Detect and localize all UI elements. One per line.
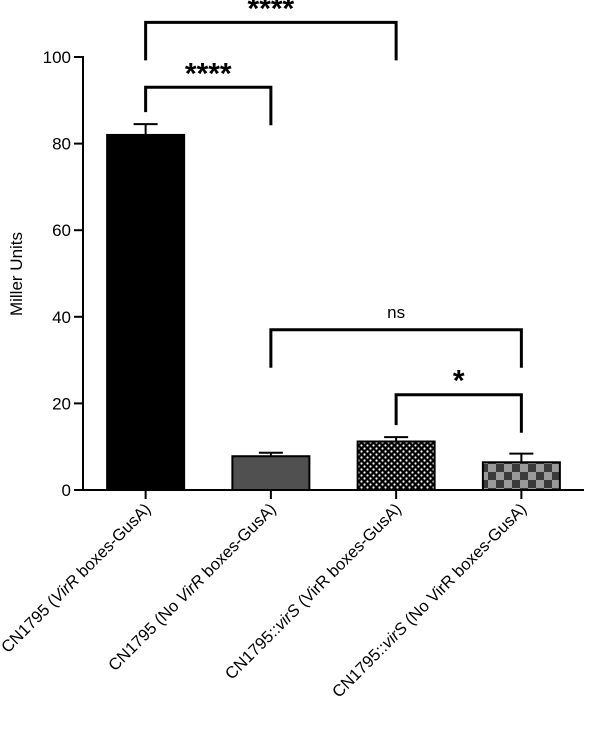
significance-brackets: **** **** ns * <box>144 0 523 433</box>
bars <box>106 123 561 492</box>
bar <box>106 133 186 491</box>
significance-bracket <box>269 328 523 368</box>
y-tick-label: 60 <box>52 221 71 240</box>
significance-bracket <box>394 393 523 433</box>
y-tick-label: 0 <box>62 481 71 500</box>
bar <box>231 455 311 492</box>
y-tick-label: 100 <box>43 48 71 67</box>
significance-label: * <box>453 365 465 398</box>
x-category-label: CN1795::virS (No VirR boxes-GusA) <box>329 500 530 701</box>
significance-label: **** <box>248 0 295 25</box>
significance-bracket <box>144 85 273 126</box>
x-category-label: CN1795 (VirR boxes-GusA) <box>0 500 154 656</box>
significance-label: ns <box>387 303 405 322</box>
bar <box>356 440 436 491</box>
significance-bracket <box>144 20 398 61</box>
y-axis-title: Miller Units <box>7 232 26 316</box>
y-tick-label: 40 <box>52 308 71 327</box>
significance-label: **** <box>185 57 232 90</box>
x-axis-labels: CN1795 (VirR boxes-GusA)CN1795 (No VirR … <box>0 500 530 701</box>
y-tick-label: 20 <box>52 394 71 413</box>
y-tick-label: 80 <box>52 135 71 154</box>
bar <box>481 461 561 491</box>
